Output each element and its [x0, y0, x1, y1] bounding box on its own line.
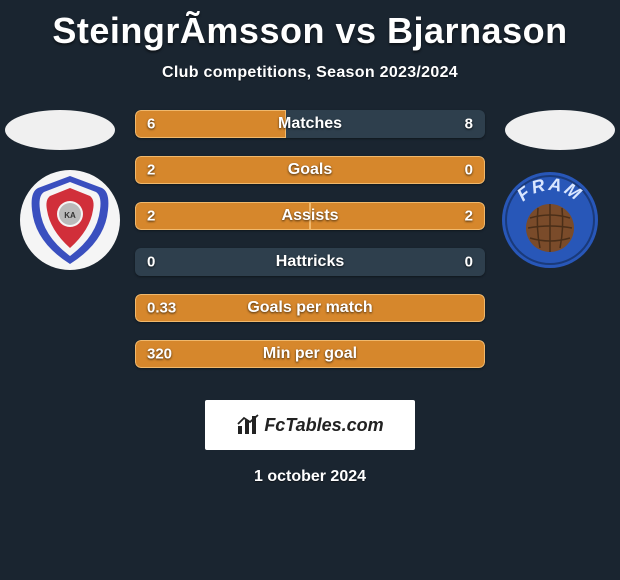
watermark-text: FcTables.com — [264, 415, 383, 436]
flag-right — [505, 110, 615, 150]
chart-icon — [236, 414, 260, 436]
bar-value-right: 2 — [465, 208, 473, 225]
player-right: Bjarnason — [387, 10, 568, 51]
team-badge-right: FRAM — [500, 170, 600, 270]
date: 1 october 2024 — [0, 468, 620, 486]
bar-label: Goals — [288, 161, 332, 179]
bar-value-left: 0.33 — [147, 300, 176, 317]
stat-bar-2: 2 2 Assists — [135, 202, 485, 230]
stat-bar-5: 320 Min per goal — [135, 340, 485, 368]
bar-value-right: 0 — [465, 162, 473, 179]
watermark: FcTables.com — [205, 400, 415, 450]
flag-left — [5, 110, 115, 150]
stat-bar-4: 0.33 Goals per match — [135, 294, 485, 322]
bar-value-left: 6 — [147, 116, 155, 133]
bar-value-left: 320 — [147, 346, 172, 363]
bar-value-right: 0 — [465, 254, 473, 271]
main-area: KA FRAM 6 8 Matches 2 0 Goals 2 2 Assists 0 0 Hattr… — [0, 110, 620, 390]
stat-bar-1: 2 0 Goals — [135, 156, 485, 184]
bar-value-left: 0 — [147, 254, 155, 271]
svg-text:KA: KA — [64, 211, 76, 220]
stat-bars: 6 8 Matches 2 0 Goals 2 2 Assists 0 0 Hattricks 0.33… — [135, 110, 485, 386]
bar-label: Assists — [282, 207, 339, 225]
bar-fill-left — [135, 110, 286, 138]
bar-value-left: 2 — [147, 162, 155, 179]
bar-label: Matches — [278, 115, 342, 133]
bar-label: Min per goal — [263, 345, 357, 363]
stat-bar-0: 6 8 Matches — [135, 110, 485, 138]
vs-text: vs — [335, 10, 376, 51]
stat-bar-3: 0 0 Hattricks — [135, 248, 485, 276]
bar-value-right: 8 — [465, 116, 473, 133]
player-left: SteingrÃmsson — [52, 10, 325, 51]
page-title: SteingrÃmsson vs Bjarnason — [0, 0, 620, 52]
bar-label: Goals per match — [247, 299, 372, 317]
team-badge-left: KA — [20, 170, 120, 270]
bar-value-left: 2 — [147, 208, 155, 225]
bar-label: Hattricks — [276, 253, 344, 271]
subtitle: Club competitions, Season 2023/2024 — [0, 64, 620, 82]
